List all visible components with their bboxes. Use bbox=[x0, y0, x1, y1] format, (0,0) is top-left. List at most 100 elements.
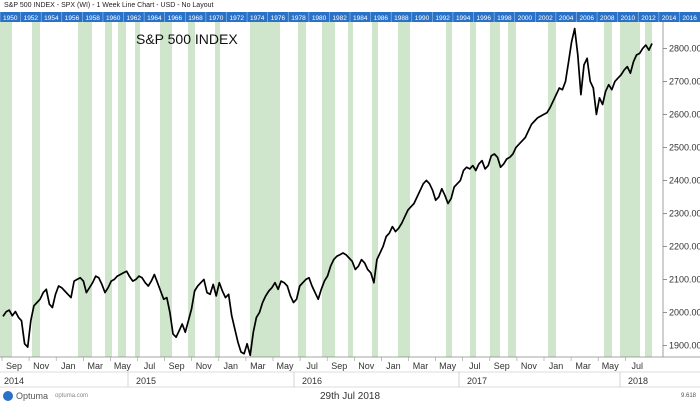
x-tick-label-month: Jul bbox=[144, 361, 156, 371]
x-tick-label-month: Mar bbox=[575, 361, 591, 371]
x-tick-label-month: Jan bbox=[61, 361, 76, 371]
year-ruler-label: 1978 bbox=[291, 15, 306, 22]
year-ruler-label: 1960 bbox=[106, 15, 121, 22]
year-ruler-label: 1996 bbox=[477, 15, 492, 22]
x-tick-label-year: 2018 bbox=[628, 376, 648, 386]
y-tick-label: 1900.00 bbox=[669, 340, 700, 350]
shaded-band bbox=[160, 22, 172, 357]
shaded-band bbox=[490, 22, 500, 357]
shaded-band bbox=[322, 22, 335, 357]
year-ruler-label: 1954 bbox=[44, 15, 59, 22]
shaded-band bbox=[548, 22, 556, 357]
x-tick-label-month: Nov bbox=[33, 361, 50, 371]
chart-title: S&P 500 INDEX bbox=[136, 31, 238, 47]
x-tick-label-month: Nov bbox=[358, 361, 375, 371]
x-tick-label-month: Nov bbox=[521, 361, 538, 371]
year-ruler-label: 1994 bbox=[456, 15, 471, 22]
shaded-band bbox=[298, 22, 306, 357]
year-ruler-label: 1956 bbox=[65, 15, 80, 22]
year-ruler-label: 1950 bbox=[3, 15, 18, 22]
year-ruler-label: 1968 bbox=[188, 15, 203, 22]
optuma-logo: Optuma optuma.com bbox=[3, 391, 88, 401]
shaded-band bbox=[604, 22, 612, 357]
shaded-band bbox=[118, 22, 126, 357]
y-tick-label: 2800.00 bbox=[669, 43, 700, 53]
year-ruler-label: 1986 bbox=[374, 15, 389, 22]
year-ruler-label: 1992 bbox=[435, 15, 450, 22]
logo-url: optuma.com bbox=[55, 393, 89, 399]
shaded-band bbox=[135, 22, 140, 357]
year-ruler-label: 2012 bbox=[641, 15, 656, 22]
x-tick-label-year: 2016 bbox=[302, 376, 322, 386]
x-tick-label-month: Sep bbox=[169, 361, 185, 371]
year-ruler-label: 1958 bbox=[85, 15, 100, 22]
x-tick-label-month: Jan bbox=[386, 361, 401, 371]
window-title-bar: S&P 500 INDEX - SPX (WI) - 1 Week Line C… bbox=[0, 0, 700, 12]
y-tick-label: 2700.00 bbox=[669, 76, 700, 86]
shaded-band bbox=[620, 22, 640, 357]
year-ruler-label: 1976 bbox=[271, 15, 286, 22]
y-tick-label: 2400.00 bbox=[669, 175, 700, 185]
x-tick-label-year: 2014 bbox=[4, 376, 24, 386]
shaded-band bbox=[250, 22, 280, 357]
shaded-band bbox=[0, 22, 12, 357]
x-tick-label-month: Sep bbox=[331, 361, 347, 371]
year-ruler: 1950 1952 1954 1956 1958 1960 1962 1964 1966 1968… bbox=[0, 12, 700, 22]
x-tick-label-month: Jan bbox=[224, 361, 239, 371]
shaded-band bbox=[446, 22, 452, 357]
year-ruler-label: 1966 bbox=[168, 15, 183, 22]
year-ruler-label: 2016 bbox=[682, 15, 697, 22]
scale-readout: 9.618 bbox=[680, 393, 696, 399]
x-tick-label-month: May bbox=[602, 361, 620, 371]
x-tick-label-month: Mar bbox=[250, 361, 266, 371]
x-tick-label-month: Sep bbox=[6, 361, 22, 371]
x-tick-label-month: May bbox=[439, 361, 457, 371]
x-tick-label-month: Jul bbox=[306, 361, 318, 371]
series-area bbox=[2, 27, 653, 357]
shaded-band bbox=[372, 22, 378, 357]
y-tick-label: 2100.00 bbox=[669, 274, 700, 284]
logo-text: Optuma bbox=[16, 391, 49, 401]
x-tick-label-month: May bbox=[276, 361, 294, 371]
year-ruler-label: 1964 bbox=[147, 15, 162, 22]
y-tick-label: 2000.00 bbox=[669, 307, 700, 317]
year-ruler-label: 2004 bbox=[559, 15, 574, 22]
y-tick-label: 2200.00 bbox=[669, 241, 700, 251]
window-title: S&P 500 INDEX - SPX (WI) - 1 Week Line C… bbox=[4, 2, 214, 9]
year-ruler-label: 2014 bbox=[662, 15, 677, 22]
x-tick-label-month: Jan bbox=[549, 361, 564, 371]
year-ruler-label: 1972 bbox=[229, 15, 244, 22]
year-ruler-label: 1998 bbox=[497, 15, 512, 22]
x-tick-label-month: Jul bbox=[469, 361, 481, 371]
y-tick-label: 2300.00 bbox=[669, 208, 700, 218]
shaded-band bbox=[215, 22, 220, 357]
year-ruler-label: 1982 bbox=[332, 15, 347, 22]
x-tick-label-month: Mar bbox=[413, 361, 429, 371]
year-ruler-label: 1962 bbox=[127, 15, 142, 22]
shaded-band bbox=[105, 22, 112, 357]
x-tick-label-month: Jul bbox=[632, 361, 644, 371]
x-tick-label-month: Mar bbox=[88, 361, 104, 371]
shaded-band bbox=[78, 22, 92, 357]
x-axis: Sep Nov Jan Mar May Jul Sep Nov Jan Mar May Jul Sep N… bbox=[0, 356, 700, 388]
year-ruler-label: 2006 bbox=[579, 15, 594, 22]
year-ruler-label: 1980 bbox=[312, 15, 327, 22]
optuma-logo-icon bbox=[3, 391, 13, 401]
shaded-band bbox=[32, 22, 40, 357]
year-ruler-label: 1952 bbox=[24, 15, 39, 22]
shaded-band bbox=[645, 22, 652, 357]
year-ruler-label: 1988 bbox=[394, 15, 409, 22]
shaded-band bbox=[508, 22, 516, 357]
year-ruler-label: 1970 bbox=[209, 15, 224, 22]
year-ruler-label: 1990 bbox=[415, 15, 430, 22]
x-tick-label-month: Sep bbox=[494, 361, 510, 371]
shaded-band bbox=[348, 22, 353, 357]
y-tick-label: 2600.00 bbox=[669, 109, 700, 119]
x-tick-label-month: Nov bbox=[196, 361, 213, 371]
shaded-band bbox=[188, 22, 195, 357]
shaded-band bbox=[398, 22, 410, 357]
series-line[interactable] bbox=[2, 27, 653, 357]
shaded-bands bbox=[0, 22, 652, 357]
y-tick-label: 2500.00 bbox=[669, 142, 700, 152]
